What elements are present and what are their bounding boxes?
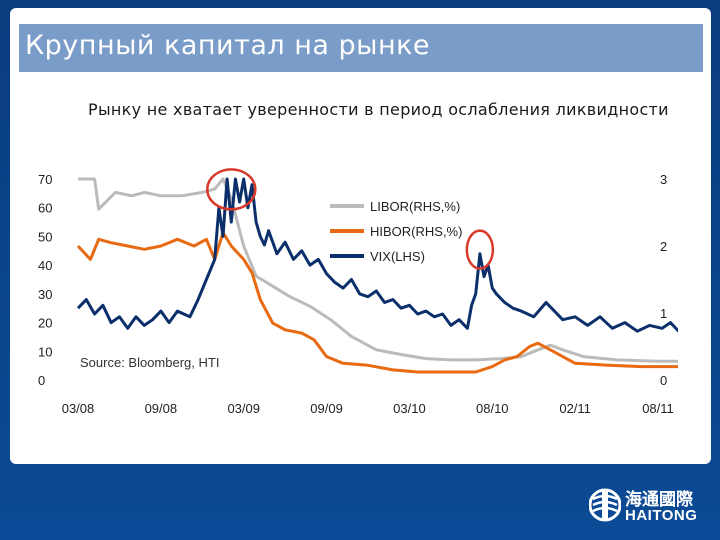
y-left-tick-label: 0 (38, 373, 45, 388)
y-right-tick-label: 3 (660, 172, 667, 187)
haitong-logo: 海通國際 HAITONG (589, 484, 709, 528)
logo-english-text: HAITONG (625, 507, 698, 524)
legend-label: LIBOR(RHS,%) (370, 199, 460, 214)
page-title: Крупный капитал на рынке (25, 30, 431, 61)
line-chart: 0 10 20 30 40 50 60 70 0 1 2 3 03/08 09/08 03/09 09/09 0… (38, 168, 720, 416)
x-tick-label: 02/11 (559, 401, 591, 416)
source-label: Source: Bloomberg, HTI (80, 355, 219, 370)
series-line-hibor (76, 231, 720, 374)
x-tick-label: 09/09 (310, 401, 343, 416)
y-left-tick-label: 20 (38, 316, 52, 331)
y-right-tick-label: 1 (660, 306, 667, 321)
x-tick-label: 03/08 (62, 401, 95, 416)
chart-subtitle: Рынку не хватает уверенности в период ос… (88, 100, 669, 119)
y-left-tick-label: 50 (38, 229, 52, 244)
x-tick-label: 03/10 (393, 401, 426, 416)
title-bar: Крупный капитал на рынке (19, 24, 703, 72)
y-right-tick-label: 0 (660, 373, 667, 388)
x-tick-label: 08/10 (476, 401, 509, 416)
y-left-tick-label: 60 (38, 201, 52, 216)
x-tick-label: 08/11 (642, 401, 674, 416)
highlight-circle (206, 168, 257, 211)
y-left-tick-label: 10 (38, 344, 52, 359)
chart-panel: 0 10 20 30 40 50 60 70 0 1 2 3 03/08 09/08 03/09 09/09 0… (30, 160, 720, 426)
series-line-vix (76, 177, 720, 336)
y-left-tick-label: 30 (38, 287, 52, 302)
haitong-logo-icon (589, 488, 621, 522)
y-left-tick-label: 40 (38, 258, 52, 273)
x-tick-label: 09/08 (145, 401, 178, 416)
x-tick-label: 03/09 (227, 401, 260, 416)
series-line-libor (78, 177, 720, 363)
logo-chinese-text: 海通國際 (625, 490, 693, 510)
y-right-tick-label: 2 (660, 239, 667, 254)
highlight-circle (465, 229, 495, 270)
legend-label: VIX(LHS) (370, 249, 425, 264)
y-left-tick-label: 70 (38, 172, 52, 187)
legend-label: HIBOR(RHS,%) (370, 224, 462, 239)
